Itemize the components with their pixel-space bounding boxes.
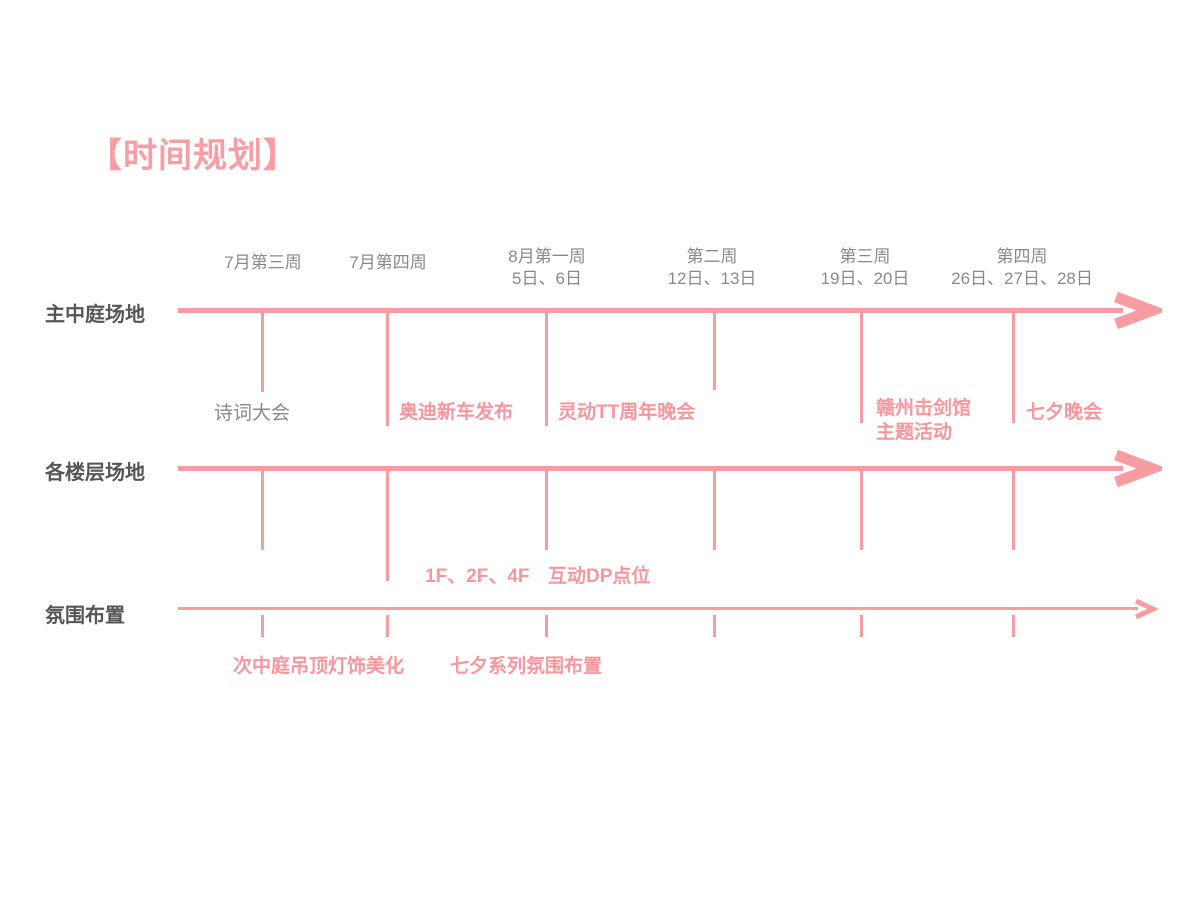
event-qixi-gala: 七夕晚会: [1026, 402, 1103, 423]
row-label-main-atrium: 主中庭场地: [45, 304, 145, 326]
timeline-tick: [713, 615, 716, 637]
timeline-main-line: [178, 308, 1123, 313]
event-interactive-dp-spots: 互动DP点位: [548, 566, 651, 587]
event-floors-1f-2f-4f: 1F、2F、4F: [425, 566, 530, 587]
timeline-tick: [860, 471, 863, 550]
week-label-jul-w4: 7月第四周: [349, 253, 427, 272]
row-label-floor-venues: 各楼层场地: [45, 462, 145, 484]
event-fencing-hall-activity: 赣州击剑馆 主题活动: [876, 398, 972, 443]
timeline-tick: [545, 615, 548, 637]
event-qixi-series-ambience: 七夕系列氛围布置: [450, 656, 603, 677]
event-audi-launch: 奥迪新车发布: [399, 402, 514, 423]
week-label-aug-w1: 8月第一周 5日、6日: [508, 247, 586, 288]
timeline-tick: [1012, 615, 1015, 637]
timeline-ambience-line: [178, 607, 1138, 610]
timeline-floors-line: [178, 466, 1123, 471]
event-atrium-chandelier-beautify: 次中庭吊顶灯饰美化: [233, 656, 405, 677]
week-label-aug-w3: 第三周 19日、20日: [820, 247, 910, 288]
timeline-tick: [386, 471, 389, 581]
row-label-ambience: 氛围布置: [45, 605, 125, 627]
timeline-tick: [545, 471, 548, 550]
timeline-tick: [261, 471, 264, 550]
arrow-right-icon: [1134, 598, 1158, 620]
timeline-tick: [545, 313, 548, 426]
event-tt-anniversary-gala: 灵动TT周年晚会: [558, 402, 696, 423]
timeline-tick: [713, 471, 716, 550]
timeline-tick: [860, 615, 863, 637]
week-label-aug-w4: 第四周 26日、27日、28日: [951, 247, 1093, 288]
timeline-tick: [713, 313, 716, 390]
timeline-tick: [261, 615, 264, 637]
timeline-tick: [1012, 471, 1015, 550]
week-label-jul-w3: 7月第三周: [224, 253, 302, 272]
page-title: 【时间规划】: [88, 137, 298, 175]
week-label-aug-w2: 第二周 12日、13日: [667, 247, 757, 288]
timeline-tick: [860, 313, 863, 423]
timeline-tick: [386, 615, 389, 637]
timeline-tick: [261, 313, 264, 392]
arrow-right-icon: [1114, 450, 1162, 487]
event-poetry-convention: 诗词大会: [214, 403, 291, 424]
arrow-right-icon: [1114, 292, 1162, 329]
timeline-tick: [386, 313, 389, 426]
timeline-tick: [1012, 313, 1015, 423]
